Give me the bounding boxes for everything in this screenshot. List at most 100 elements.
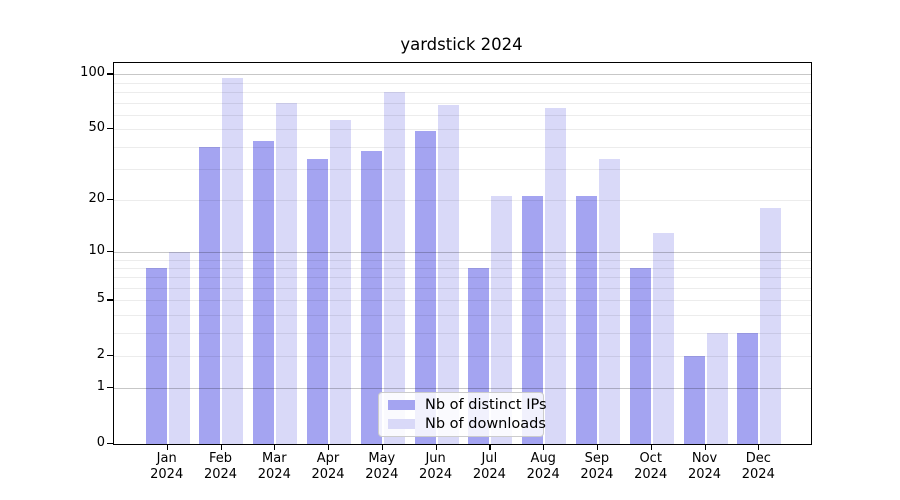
chart-title: yardstick 2024 bbox=[400, 35, 523, 54]
bar-downloads-feb bbox=[222, 78, 244, 444]
minor-gridline bbox=[114, 259, 811, 261]
x-axis-tick bbox=[596, 444, 599, 450]
minor-gridline bbox=[114, 277, 811, 279]
y-axis-tick-label: 2 bbox=[96, 346, 105, 362]
legend-swatch-icon bbox=[388, 400, 415, 411]
minor-gridline bbox=[114, 355, 811, 357]
month-label: May bbox=[368, 451, 396, 466]
x-axis-tick bbox=[220, 444, 222, 450]
x-axis-tick-label: Feb 2024 bbox=[189, 451, 253, 483]
bar-downloads-jun bbox=[437, 104, 459, 444]
minor-gridline bbox=[114, 315, 811, 316]
y-axis-tick bbox=[107, 354, 113, 357]
y-axis-tick bbox=[107, 199, 113, 201]
month-label: Sep bbox=[584, 451, 610, 466]
year-label: 2024 bbox=[634, 467, 668, 482]
legend-swatch-icon bbox=[388, 418, 415, 429]
bar-distinct-ips-mar bbox=[253, 140, 275, 444]
minor-gridline bbox=[114, 114, 811, 116]
legend-item: Nb of downloads bbox=[388, 416, 546, 432]
bar-distinct-ips-jun bbox=[414, 130, 436, 444]
minor-gridline bbox=[114, 267, 811, 269]
x-axis-tick-label: Oct 2024 bbox=[619, 451, 683, 483]
minor-gridline bbox=[114, 168, 811, 170]
minor-gridline bbox=[114, 129, 811, 131]
y-axis-tick-label: 100 bbox=[80, 65, 105, 81]
bar-distinct-ips-apr bbox=[307, 159, 329, 444]
x-axis-tick bbox=[274, 444, 276, 450]
year-label: 2024 bbox=[580, 467, 614, 482]
x-axis-tick-label: Jul 2024 bbox=[457, 451, 521, 483]
bar-distinct-ips-feb bbox=[199, 146, 221, 444]
bar-downloads-nov bbox=[706, 332, 728, 444]
bar-distinct-ips-jan bbox=[145, 267, 167, 444]
x-axis-tick bbox=[435, 444, 437, 450]
legend-item: Nb of distinct IPs bbox=[388, 397, 547, 413]
minor-gridline bbox=[114, 288, 811, 289]
y-axis-tick bbox=[107, 442, 113, 444]
x-axis-tick-label: Aug 2024 bbox=[511, 451, 575, 483]
x-axis-tick-label: Dec 2024 bbox=[726, 451, 790, 483]
month-label: Oct bbox=[639, 451, 662, 466]
bar-downloads-sep bbox=[598, 159, 620, 444]
month-label: Nov bbox=[691, 451, 718, 466]
bar-downloads-oct bbox=[652, 232, 674, 444]
month-label: Apr bbox=[316, 451, 340, 466]
x-axis-tick-label: Jan 2024 bbox=[135, 451, 199, 483]
month-label: Mar bbox=[262, 451, 287, 466]
bar-distinct-ips-may bbox=[360, 150, 382, 444]
bar-downloads-mar bbox=[276, 102, 298, 444]
year-label: 2024 bbox=[687, 467, 722, 482]
legend-item-label: Nb of distinct IPs bbox=[425, 397, 547, 414]
bar-downloads-jul bbox=[491, 196, 513, 444]
x-axis-tick-label: Nov 2024 bbox=[673, 451, 737, 483]
y-axis-tick-label: 0 bbox=[96, 434, 105, 450]
bar-downloads-may bbox=[383, 92, 405, 444]
x-axis-tick-label: May 2024 bbox=[350, 451, 414, 483]
bar-downloads-dec bbox=[760, 208, 782, 444]
y-axis-tick-label: 1 bbox=[96, 379, 105, 395]
legend: Nb of distinct IPs Nb of downloads bbox=[378, 392, 547, 437]
x-axis-tick bbox=[543, 444, 545, 450]
y-axis-tick bbox=[107, 73, 113, 75]
year-label: 2024 bbox=[741, 467, 775, 482]
bar-distinct-ips-nov bbox=[683, 355, 705, 444]
minor-gridline bbox=[114, 300, 811, 302]
y-axis-tick bbox=[107, 128, 113, 130]
minor-gridline bbox=[114, 82, 811, 84]
year-label: 2024 bbox=[257, 467, 291, 482]
bar-distinct-ips-oct bbox=[629, 267, 651, 444]
year-label: 2024 bbox=[365, 467, 399, 482]
month-label: Jun bbox=[425, 451, 446, 466]
year-label: 2024 bbox=[150, 467, 184, 482]
bar-downloads-apr bbox=[330, 120, 352, 444]
x-axis-tick-label: Sep 2024 bbox=[565, 451, 629, 483]
plot-area bbox=[113, 62, 812, 445]
major-gridline bbox=[114, 74, 811, 76]
x-axis-tick bbox=[758, 444, 760, 450]
bar-downloads-aug bbox=[545, 108, 567, 444]
major-gridline bbox=[114, 251, 811, 253]
minor-gridline bbox=[114, 102, 811, 104]
legend-item-label: Nb of downloads bbox=[425, 415, 546, 432]
major-gridline bbox=[114, 388, 811, 390]
year-label: 2024 bbox=[311, 467, 345, 482]
month-label: Feb bbox=[208, 451, 233, 466]
minor-gridline bbox=[114, 92, 811, 94]
x-axis-tick bbox=[381, 444, 383, 450]
bar-distinct-ips-dec bbox=[737, 332, 759, 444]
bar-distinct-ips-sep bbox=[575, 196, 597, 444]
x-axis-tick bbox=[650, 444, 652, 450]
month-label: Jul bbox=[481, 451, 498, 466]
y-axis-tick-label: 20 bbox=[88, 191, 105, 207]
x-axis-tick bbox=[489, 444, 491, 450]
minor-gridline bbox=[114, 146, 811, 148]
bar-distinct-ips-aug bbox=[522, 196, 544, 444]
month-label: Jan bbox=[156, 451, 177, 466]
y-axis-tick bbox=[107, 250, 113, 253]
y-axis-tick-label: 5 bbox=[96, 291, 105, 307]
x-axis-tick bbox=[328, 444, 330, 450]
year-label: 2024 bbox=[203, 467, 238, 482]
year-label: 2024 bbox=[526, 467, 560, 482]
